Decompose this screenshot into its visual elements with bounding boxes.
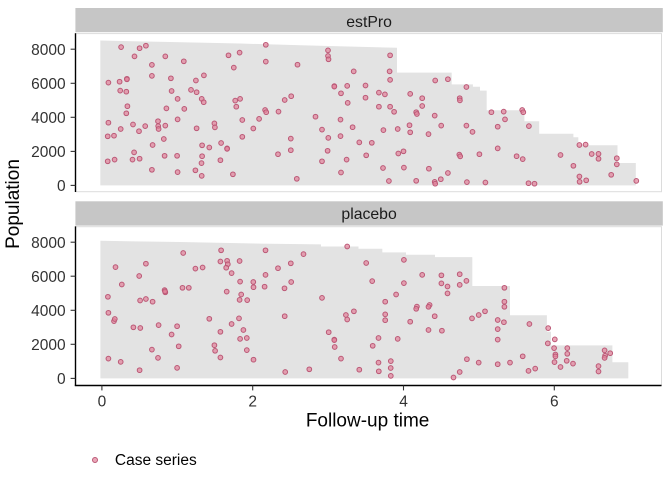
svg-text:2000: 2000: [31, 337, 66, 354]
svg-text:estPro: estPro: [346, 14, 392, 31]
svg-text:8000: 8000: [31, 42, 66, 59]
svg-text:6000: 6000: [31, 76, 66, 93]
svg-text:2000: 2000: [31, 144, 66, 161]
svg-text:Case series: Case series: [115, 452, 197, 469]
svg-text:Population: Population: [3, 159, 24, 249]
svg-text:4000: 4000: [31, 110, 66, 127]
svg-text:0: 0: [98, 393, 107, 410]
svg-text:0: 0: [57, 178, 66, 195]
svg-text:4000: 4000: [31, 303, 66, 320]
svg-text:0: 0: [57, 371, 66, 388]
svg-text:Follow-up time: Follow-up time: [306, 411, 430, 432]
svg-text:placebo: placebo: [341, 206, 397, 223]
svg-text:4: 4: [399, 393, 408, 410]
svg-text:2: 2: [248, 393, 257, 410]
svg-text:8000: 8000: [31, 235, 66, 252]
svg-text:6000: 6000: [31, 269, 66, 286]
svg-text:6: 6: [550, 393, 559, 410]
